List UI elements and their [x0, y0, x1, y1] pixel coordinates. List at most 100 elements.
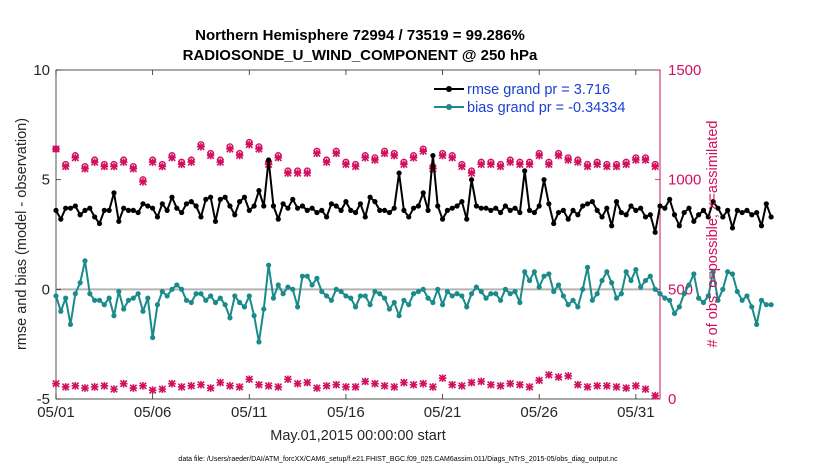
bias-point	[488, 291, 494, 297]
obs-assimilated-point	[554, 373, 563, 381]
obs-assimilated-point	[332, 149, 341, 158]
bias-point	[754, 321, 760, 328]
bias-point	[468, 291, 475, 297]
bias-point	[676, 304, 682, 310]
obs-assimilated-point	[81, 384, 89, 392]
obs-assimilated-point	[487, 380, 495, 389]
rmse-point	[478, 205, 484, 211]
bias-point	[183, 297, 190, 303]
bias-point	[159, 288, 165, 295]
obs-assimilated-point	[110, 385, 118, 393]
bias-point	[647, 273, 653, 279]
obs-assimilated-point	[496, 162, 505, 171]
rmse-point	[377, 207, 383, 213]
obs-assimilated-point	[574, 380, 582, 389]
rmse-point	[633, 207, 639, 213]
bias-point	[386, 306, 393, 312]
bias-point	[53, 293, 59, 299]
rmse-point	[193, 203, 199, 209]
legend-rmse-label: rmse grand pr = 3.716	[467, 82, 610, 98]
rmse-point	[497, 209, 504, 216]
rmse-point	[454, 203, 460, 209]
rmse-point	[415, 203, 421, 209]
rmse-point	[237, 199, 243, 205]
obs-assimilated-point	[380, 149, 389, 158]
bias-point	[367, 302, 373, 308]
bias-point	[261, 306, 267, 312]
bias-point	[749, 304, 755, 310]
rmse-point	[691, 218, 697, 224]
obs-assimilated-point	[90, 158, 99, 166]
rmse-point	[154, 214, 161, 220]
bias-point	[744, 293, 750, 299]
rmse-point	[323, 214, 330, 220]
bias-point	[522, 269, 528, 275]
obs-assimilated-point	[322, 158, 331, 166]
rmse-point	[217, 196, 223, 203]
obs-assimilated-point	[603, 162, 611, 171]
bias-point	[381, 295, 388, 301]
obs-assimilated-point	[235, 383, 244, 391]
rmse-point	[565, 216, 571, 222]
bias-point	[493, 291, 499, 297]
rmse-point	[594, 207, 600, 213]
obs-assimilated-point	[158, 162, 167, 171]
rmse-point	[280, 201, 286, 207]
rmse-point	[159, 201, 165, 207]
rmse-point	[749, 212, 755, 218]
rmse-point	[362, 214, 368, 220]
rmse-point	[580, 203, 586, 209]
rmse-point	[715, 205, 721, 211]
bias-point	[696, 295, 702, 301]
obs-assimilated-point	[535, 151, 543, 160]
bias-point	[425, 295, 431, 301]
bias-point	[198, 291, 204, 297]
bias-point	[362, 293, 368, 299]
obs-assimilated-point	[158, 385, 167, 393]
bias-point	[483, 295, 489, 301]
obs-assimilated-point	[322, 382, 331, 390]
rmse-point	[87, 205, 93, 211]
bias-point	[502, 286, 508, 292]
rmse-point	[348, 207, 354, 213]
rmse-point	[720, 214, 726, 220]
bias-point	[700, 299, 707, 306]
bias-point	[551, 288, 557, 295]
bias-point	[575, 304, 581, 310]
obs-assimilated-point	[632, 382, 640, 390]
rmse-point	[512, 205, 518, 211]
obs-assimilated-point	[216, 158, 225, 166]
rmse-point	[488, 207, 494, 213]
bias-point	[217, 295, 223, 301]
obs-assimilated-point	[419, 379, 428, 388]
bias-point	[662, 295, 668, 301]
x-tick-label: 05/06	[134, 404, 172, 421]
rmse-point	[700, 207, 707, 213]
rmse-point	[468, 177, 475, 183]
obs-assimilated-point	[535, 376, 543, 385]
bias-point	[377, 291, 383, 297]
obs-assimilated-point	[477, 377, 486, 386]
bias-point	[106, 295, 112, 301]
bias-point	[613, 295, 620, 301]
rmse-point	[676, 223, 682, 229]
obs-assimilated-point	[71, 153, 80, 162]
bias-point	[372, 288, 378, 295]
bias-point	[410, 291, 417, 297]
bias-point	[671, 310, 678, 317]
obs-assimilated-point	[448, 153, 457, 162]
bias-point	[241, 304, 248, 310]
rmse-point	[246, 207, 252, 213]
rmse-point	[135, 209, 141, 216]
obs-assimilated-point	[467, 169, 476, 177]
rmse-point	[386, 209, 393, 216]
obs-assimilated-point	[351, 162, 360, 171]
obs-assimilated-point	[148, 158, 157, 166]
rmse-point	[613, 199, 620, 205]
rmse-point	[686, 205, 692, 211]
rmse-point	[203, 196, 209, 203]
obs-assimilated-point	[100, 162, 109, 171]
obs-assimilated-point	[525, 160, 534, 169]
obs-assimilated-point	[226, 145, 234, 153]
bias-point	[565, 302, 571, 308]
